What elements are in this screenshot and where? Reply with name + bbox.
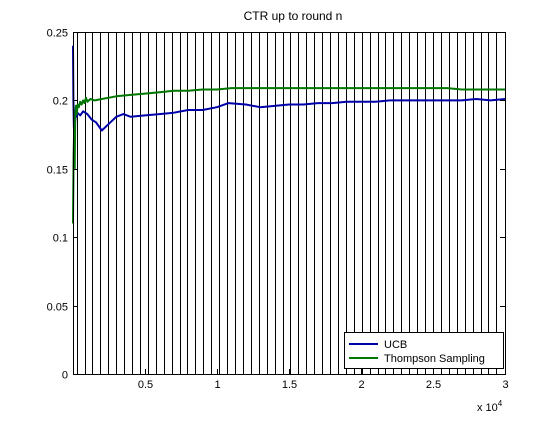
x-axis-multiplier: x 104 [477,399,503,414]
y-tick-label: 0.1 [53,233,68,245]
series-line-thompson-sampling [72,87,505,224]
y-tick-label: 0.25 [47,28,68,40]
y-tick-label: 0.15 [47,165,68,177]
legend-label-thompson-sampling: Thompson Sampling [384,353,485,365]
x-tick-label: 1.5 [282,379,297,391]
axes-box [73,32,506,375]
x-tick-label: 2.5 [426,379,441,391]
x-tick-label: 2 [358,379,364,391]
x-axis-multiplier-base: x 10 [477,402,498,414]
legend: UCB Thompson Sampling [344,332,504,369]
series-line-ucb [72,45,506,132]
x-tick-label: 3 [502,379,508,391]
y-tick-label: 0 [62,370,68,382]
x-tick-label: 1 [214,379,220,391]
y-tick-label: 0.2 [53,96,68,108]
legend-label-ucb: UCB [384,339,407,351]
legend-box [344,332,504,369]
y-tick-label: 0.05 [47,302,68,314]
chart-title: CTR up to round n [244,9,343,23]
plot-area [73,32,505,374]
x-tick-label: 0.5 [138,379,153,391]
x-axis-multiplier-exponent: 4 [498,399,503,408]
